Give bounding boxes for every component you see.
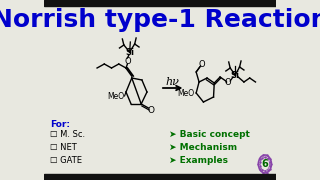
Text: MeO: MeO xyxy=(108,91,124,100)
Text: ☐ M. Sc.: ☐ M. Sc. xyxy=(50,130,85,139)
Text: 6: 6 xyxy=(261,159,268,169)
Text: MeO: MeO xyxy=(177,89,194,98)
Text: ➤ Basic concept: ➤ Basic concept xyxy=(169,130,250,139)
Text: O: O xyxy=(199,60,205,69)
Text: O: O xyxy=(225,78,231,87)
Text: For:: For: xyxy=(50,120,70,129)
Text: ☐ GATE: ☐ GATE xyxy=(50,156,82,165)
Bar xyxy=(44,0,276,6)
Text: hν: hν xyxy=(166,77,180,87)
Text: Si: Si xyxy=(231,71,240,80)
Text: O: O xyxy=(124,57,131,66)
Text: ➤ Examples: ➤ Examples xyxy=(169,156,228,165)
Text: Norrish type-1 Reaction: Norrish type-1 Reaction xyxy=(0,8,320,32)
Bar xyxy=(44,174,276,180)
Text: O: O xyxy=(147,105,154,114)
Text: ➤ Mechanism: ➤ Mechanism xyxy=(169,143,237,152)
Text: ☐ NET: ☐ NET xyxy=(50,143,77,152)
Text: Si: Si xyxy=(125,48,134,57)
